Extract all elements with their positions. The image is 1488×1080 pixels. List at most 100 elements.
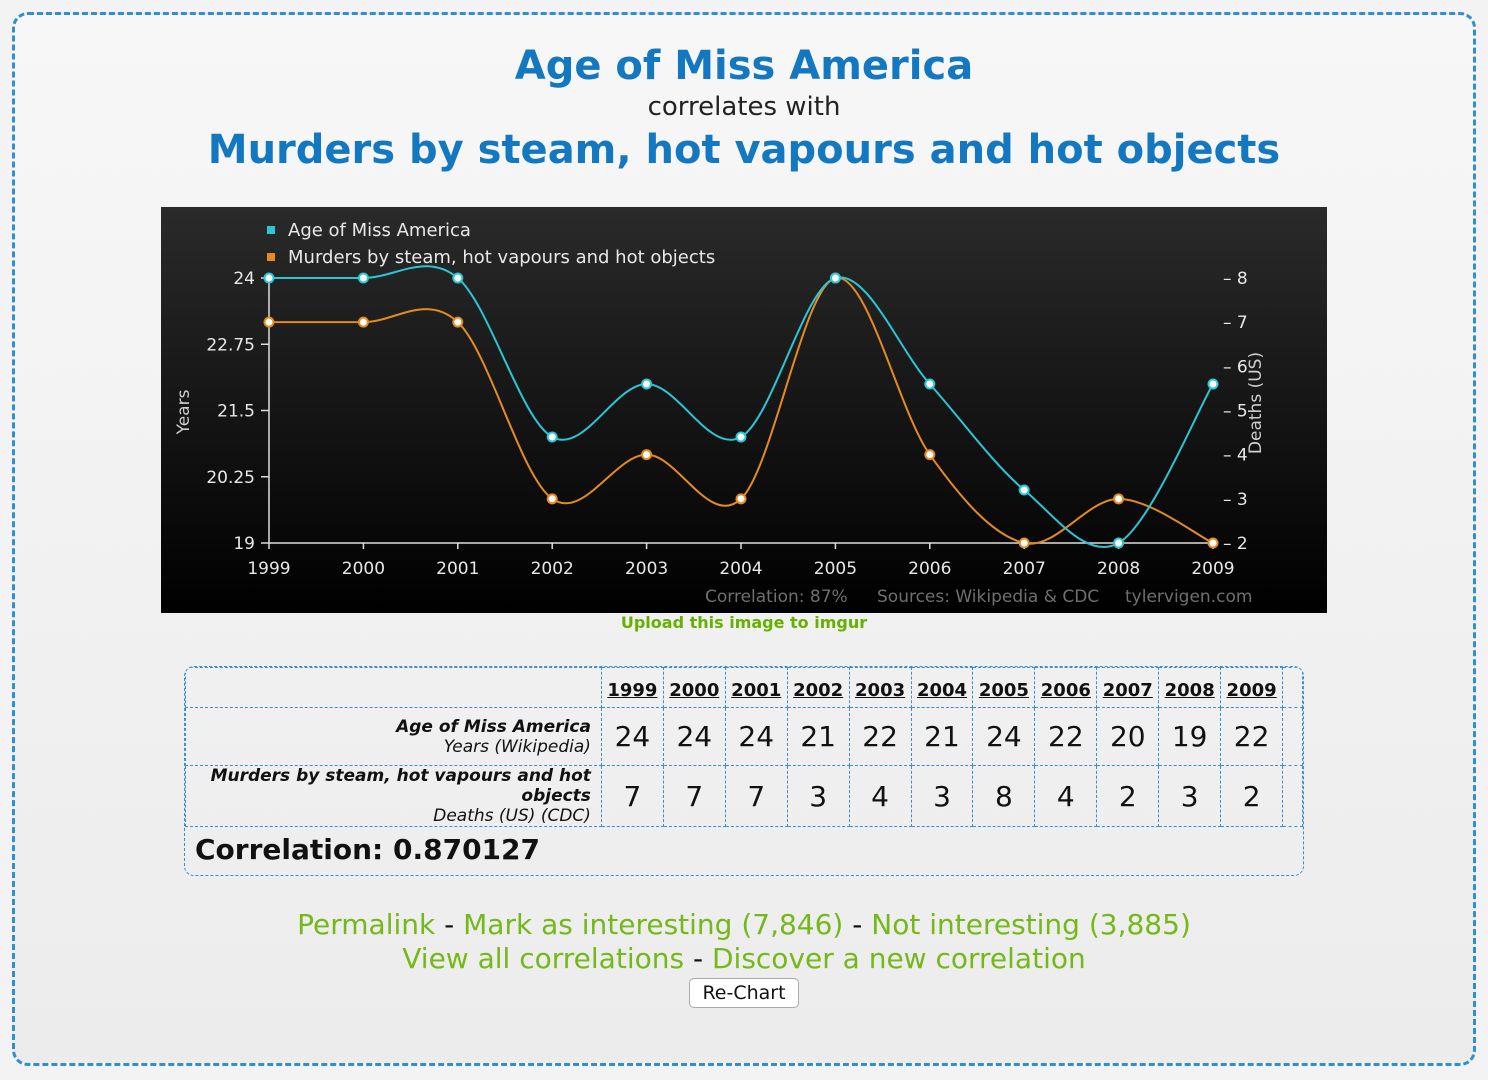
x-tick-label: 2003 [625,559,668,579]
row-label-sub: Deaths (US) (CDC) [433,806,591,826]
y-right-tick-label: – 4 [1223,446,1248,466]
year-link[interactable]: 1999 [607,680,658,701]
y-right-tick-label: – 5 [1223,402,1248,422]
title-connector: correlates with [647,92,841,122]
table-cell: 7 [600,765,664,827]
legend-swatch-age [267,226,275,234]
table-cell: 22 [1034,707,1098,766]
table-cell: 24 [662,707,726,766]
legend-label-age: Age of Miss America [288,220,471,241]
year-link[interactable]: 2007 [1102,680,1153,701]
table-cell: 3 [910,765,974,827]
data-point-age [1207,378,1219,390]
table-year-cell: 2000 [662,667,726,708]
y-tick-label: 24 [233,269,255,289]
table-year-cell: 2006 [1034,667,1098,708]
data-point-murders [1113,493,1125,505]
x-tick-label: 2001 [436,559,479,579]
y-right-tick-label: – 7 [1223,313,1248,333]
links-row-1: Permalink - Mark as interesting (7,846) … [0,908,1488,942]
table-year-cell: 2003 [848,667,912,708]
year-link[interactable]: 2009 [1226,680,1277,701]
action-links: Permalink - Mark as interesting (7,846) … [0,908,1488,976]
year-link[interactable]: 2003 [855,680,906,701]
data-point-murders [924,449,936,461]
table-row: Murders by steam, hot vapours and hot ob… [185,765,1303,827]
data-point-murders [1207,537,1219,549]
table-cell: 8 [972,765,1036,827]
row-label-title: Murders by steam, hot vapours and hot ob… [210,766,591,806]
x-tick-label: 1999 [247,559,290,579]
data-point-age [263,272,275,284]
x-tick-label: 2002 [531,559,574,579]
data-table: 1999 2000 2001 2002 2003 2004 2005 2006 … [184,666,1304,876]
y-tick-label: 21.5 [217,402,255,422]
y-tick-label: 19 [233,534,255,554]
title-variable-b: Murders by steam, hot vapours and hot ob… [207,127,1281,173]
title-block: Age of Miss America correlates with Murd… [0,40,1488,178]
data-point-murders [263,316,275,328]
table-cell: 7 [662,765,726,827]
link-separator: - [444,908,455,941]
year-link[interactable]: 2005 [978,680,1029,701]
year-link[interactable]: 2001 [731,680,782,701]
link-separator: - [692,942,704,975]
data-point-age [641,378,653,390]
table-cell: 2 [1220,765,1284,827]
chart-footer-site: tylervigen.com [1125,587,1252,607]
x-tick-label: 2000 [342,559,385,579]
link-separator: - [852,908,863,941]
y-axis-label: Years [174,389,194,435]
legend-label-murders: Murders by steam, hot vapours and hot ob… [288,247,715,268]
table-cell: 19 [1158,707,1222,766]
table-cell: 24 [724,707,788,766]
year-link[interactable]: 2006 [1040,680,1091,701]
x-tick-label: 2006 [908,559,951,579]
row-label-title: Age of Miss America [396,716,591,737]
x-tick-label: 2005 [814,559,857,579]
year-link[interactable]: 2004 [916,680,968,701]
x-tick-label: 2004 [719,559,762,579]
row-label-murders: Murders by steam, hot vapours and hot ob… [185,765,602,827]
y-tick-label: 22.75 [206,335,255,355]
data-point-age [1113,537,1125,549]
correlation-value: Correlation: 0.870127 [195,833,540,866]
data-point-murders [452,316,464,328]
chart-footer-sources: Sources: Wikipedia & CDC [877,587,1099,607]
data-point-age [452,272,464,284]
table-cell: 22 [848,707,912,766]
data-point-age [735,431,747,443]
row-label-sub: Years (Wikipedia) [443,736,591,757]
rechart-button[interactable]: Re-Chart [689,978,799,1008]
mark-interesting-link[interactable]: Mark as interesting (7,846) [463,908,844,941]
table-cell: 21 [910,707,974,766]
legend-swatch-murders [267,253,275,261]
table-year-cell: 2008 [1158,667,1222,708]
year-link[interactable]: 2000 [669,680,720,701]
x-tick-label: 2007 [1003,559,1046,579]
table-cell: 3 [1158,765,1222,827]
view-all-link[interactable]: View all correlations [402,942,685,975]
table-cell: 24 [600,707,664,766]
correlation-chart: 19 20.25 21.5 22.75 24 – 2 – 3 – 4 – 5 – 6 – 7 – 8 1… [161,207,1327,613]
data-point-age [357,272,369,284]
chart-svg: 19 20.25 21.5 22.75 24 – 2 – 3 – 4 – 5 – 6 – 7 – 8 1… [161,207,1327,613]
data-point-murders [357,316,369,328]
data-point-age [829,272,841,284]
y-tick-label: 20.25 [206,468,255,488]
table-cell: 7 [724,765,788,827]
permalink-link[interactable]: Permalink [297,908,436,941]
not-interesting-link[interactable]: Not interesting (3,885) [871,908,1191,941]
discover-link[interactable]: Discover a new correlation [711,942,1086,975]
data-point-murders [546,493,558,505]
table-cell: 22 [1220,707,1284,766]
data-point-murders [1018,537,1030,549]
table-year-cell: 1999 [600,667,664,708]
upload-imgur-link[interactable]: Upload this image to imgur [620,613,868,632]
data-point-murders [735,493,747,505]
year-link[interactable]: 2002 [793,680,844,701]
year-link[interactable]: 2008 [1164,680,1215,701]
data-point-age [546,431,558,443]
y-right-tick-label: – 8 [1223,269,1248,289]
table-year-cell: 2009 [1220,667,1284,708]
